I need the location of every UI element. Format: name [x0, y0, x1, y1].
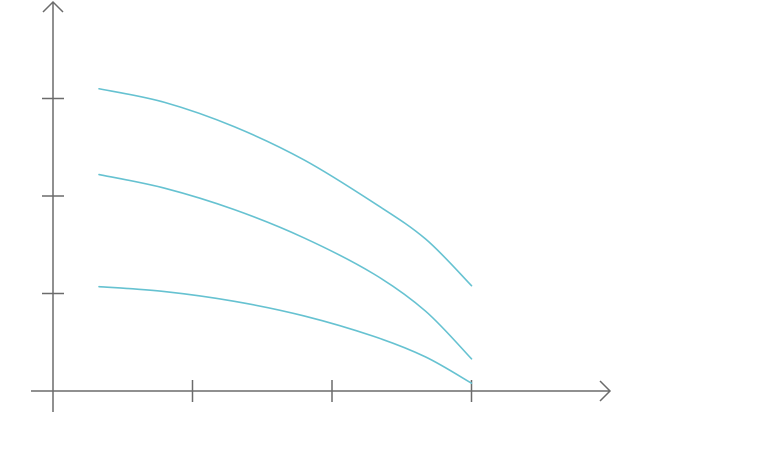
series-line-1 [98, 87, 473, 287]
series-line-3 [98, 285, 473, 384]
y-ticks [42, 97, 64, 295]
series-line-2 [98, 173, 473, 360]
y-axis-arrow [42, 0, 64, 13]
axes [31, 0, 612, 412]
x-axis-arrow [599, 380, 612, 402]
series-layer [98, 87, 473, 384]
